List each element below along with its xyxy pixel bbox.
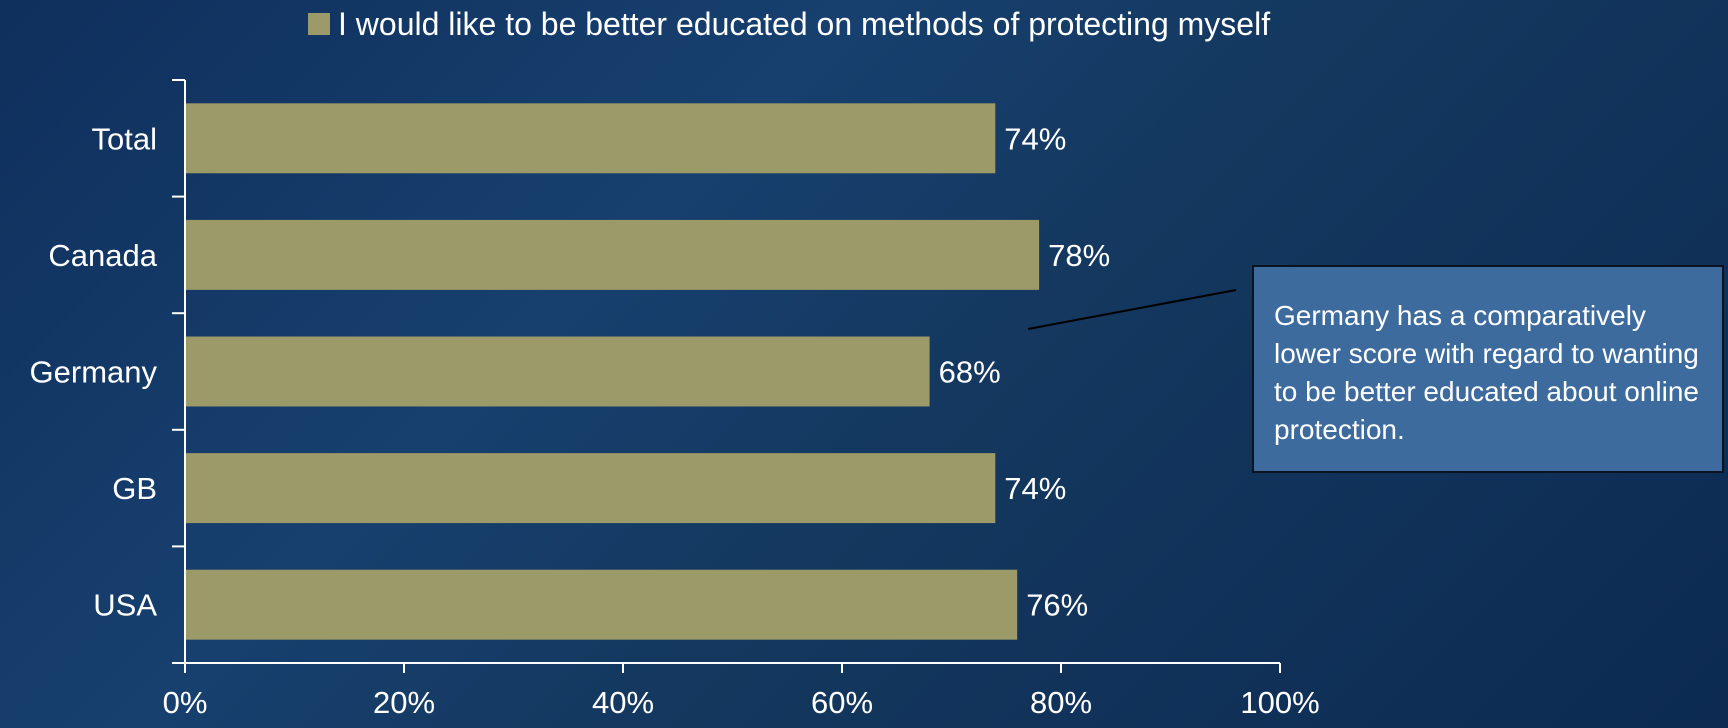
category-label: USA [93, 588, 157, 623]
bar-canada [185, 219, 1040, 290]
category-label: GB [112, 471, 157, 506]
category-label: Total [92, 121, 157, 156]
bar-total [185, 103, 996, 174]
x-tick-label: 20% [373, 685, 435, 720]
callout-leader-line [1027, 289, 1237, 330]
value-label: 68% [939, 355, 1001, 390]
callout-text: Germany has a comparatively lower score … [1274, 300, 1700, 445]
value-label: 76% [1026, 588, 1088, 623]
value-label: 74% [1004, 471, 1066, 506]
category-label: Canada [48, 238, 157, 273]
x-tick-label: 0% [163, 685, 208, 720]
legend: I would like to be better educated on me… [308, 6, 1270, 42]
legend-swatch [308, 13, 330, 35]
callout-box: Germany has a comparatively lower score … [1252, 265, 1724, 473]
legend-label: I would like to be better educated on me… [338, 5, 1271, 42]
x-tick-label: 60% [811, 685, 873, 720]
x-tick-label: 80% [1030, 685, 1092, 720]
bar-germany [185, 336, 930, 407]
value-label: 74% [1004, 121, 1066, 156]
category-label: Germany [30, 355, 158, 390]
x-tick-label: 40% [592, 685, 654, 720]
bar-usa [185, 569, 1018, 640]
x-tick-label: 100% [1240, 685, 1319, 720]
bar-gb [185, 453, 996, 524]
value-label: 78% [1048, 238, 1110, 273]
